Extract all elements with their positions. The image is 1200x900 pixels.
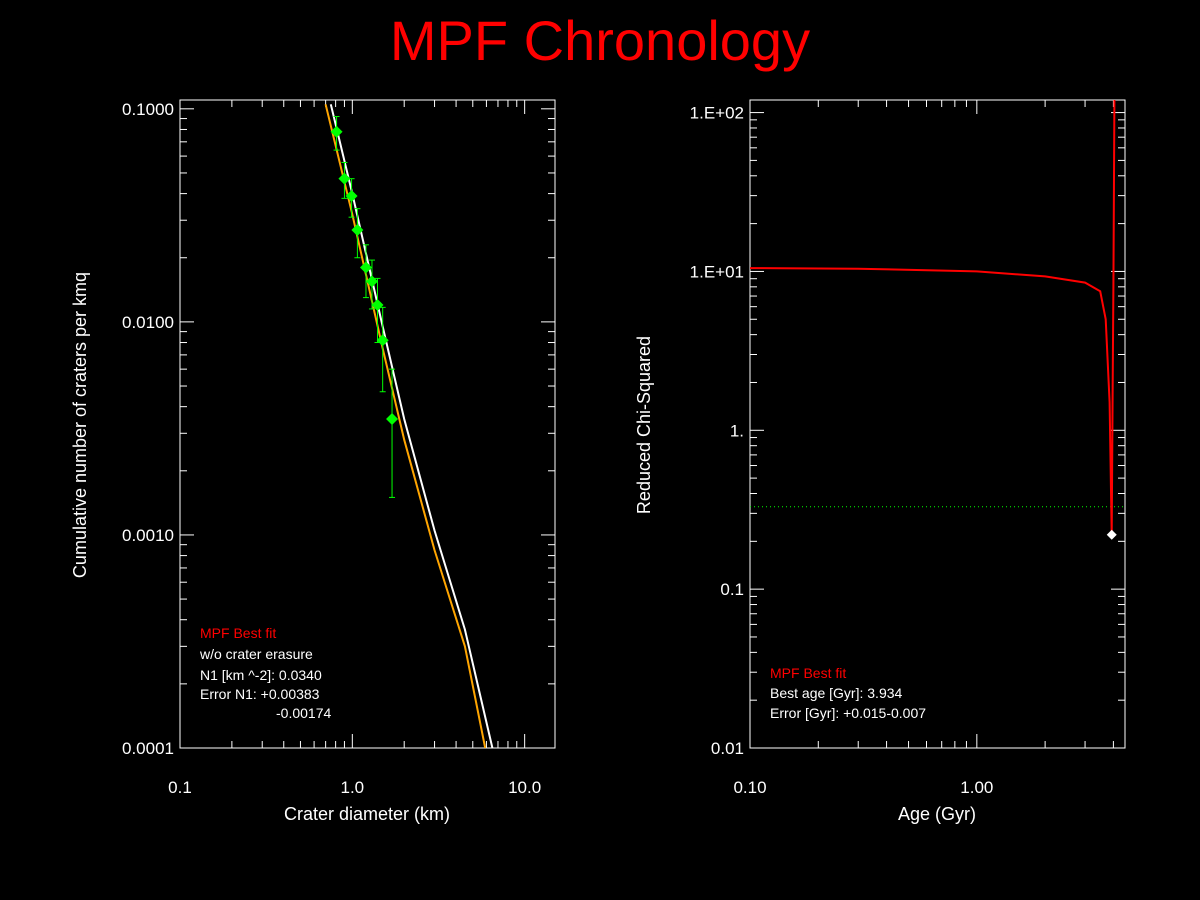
right-y-tick-label: 0.1	[720, 580, 744, 599]
data-point	[371, 299, 384, 312]
left-chart: 0.1 1.0 10.0 0.0001 0.0010 0.0100 0.1000 Crate…	[70, 99, 556, 824]
data-point	[351, 223, 364, 236]
left-y-tick-label: 0.1000	[122, 100, 174, 119]
right-x-tick-label: 1.00	[960, 778, 993, 797]
left-legend-line-3: Error N1: +0.00383	[200, 686, 320, 702]
right-legend-line-1: Best age [Gyr]: 3.934	[770, 685, 903, 701]
left-x-tick-label: 1.0	[341, 778, 365, 797]
left-y-axis-label: Cumulative number of craters per kmq	[70, 272, 90, 578]
chi-squared-curve	[750, 100, 1116, 535]
data-point	[330, 125, 343, 138]
left-x-tick-label: 10.0	[508, 778, 541, 797]
data-point	[359, 261, 372, 274]
left-legend-line-2: N1 [km ^-2]: 0.0340	[200, 667, 322, 683]
left-legend-line-4: -0.00174	[276, 705, 331, 721]
right-legend-line-2: Error [Gyr]: +0.015-0.007	[770, 705, 926, 721]
orange-fit-line	[324, 104, 487, 748]
left-y-tick-label: 0.0010	[122, 526, 174, 545]
right-x-tick-label: 0.10	[733, 778, 766, 797]
right-y-tick-label: 1.	[730, 421, 744, 440]
left-chart-marks: 0.1 1.0 10.0 0.0001 0.0010 0.0100 0.1000	[122, 99, 556, 797]
right-y-tick-label: 1.E+02	[690, 104, 744, 123]
left-x-axis-label: Crater diameter (km)	[284, 804, 450, 824]
right-y-tick-label: 0.01	[711, 739, 744, 758]
right-y-axis-label: Reduced Chi-Squared	[634, 336, 654, 514]
left-legend-line-1: w/o crater erasure	[199, 646, 313, 662]
left-x-tick-label: 0.1	[168, 778, 192, 797]
right-x-axis-label: Age (Gyr)	[898, 804, 976, 824]
right-plot-frame	[749, 99, 1126, 749]
data-point	[338, 172, 351, 185]
data-point	[386, 413, 399, 426]
chart-title: MPF Chronology	[389, 9, 811, 72]
left-plot-frame	[179, 99, 556, 749]
white-fit-line	[329, 104, 494, 748]
left-legend-heading: MPF Best fit	[200, 625, 276, 641]
data-point	[345, 189, 358, 202]
left-y-tick-label: 0.0100	[122, 313, 174, 332]
right-y-tick-label: 1.E+01	[690, 262, 744, 281]
left-y-tick-label: 0.0001	[122, 739, 174, 758]
right-chart-marks: 0.10 1.00 0.01 0.1 1. 1.E+01 1.E+02	[690, 99, 1126, 797]
chi-curve-group	[750, 100, 1116, 535]
data-point	[376, 334, 389, 347]
best-fit-point	[1106, 529, 1117, 540]
right-legend-heading: MPF Best fit	[770, 665, 846, 681]
right-chart: 0.10 1.000.010.11.1.E+011.E+02 Age (Gyr) …	[634, 99, 1126, 824]
